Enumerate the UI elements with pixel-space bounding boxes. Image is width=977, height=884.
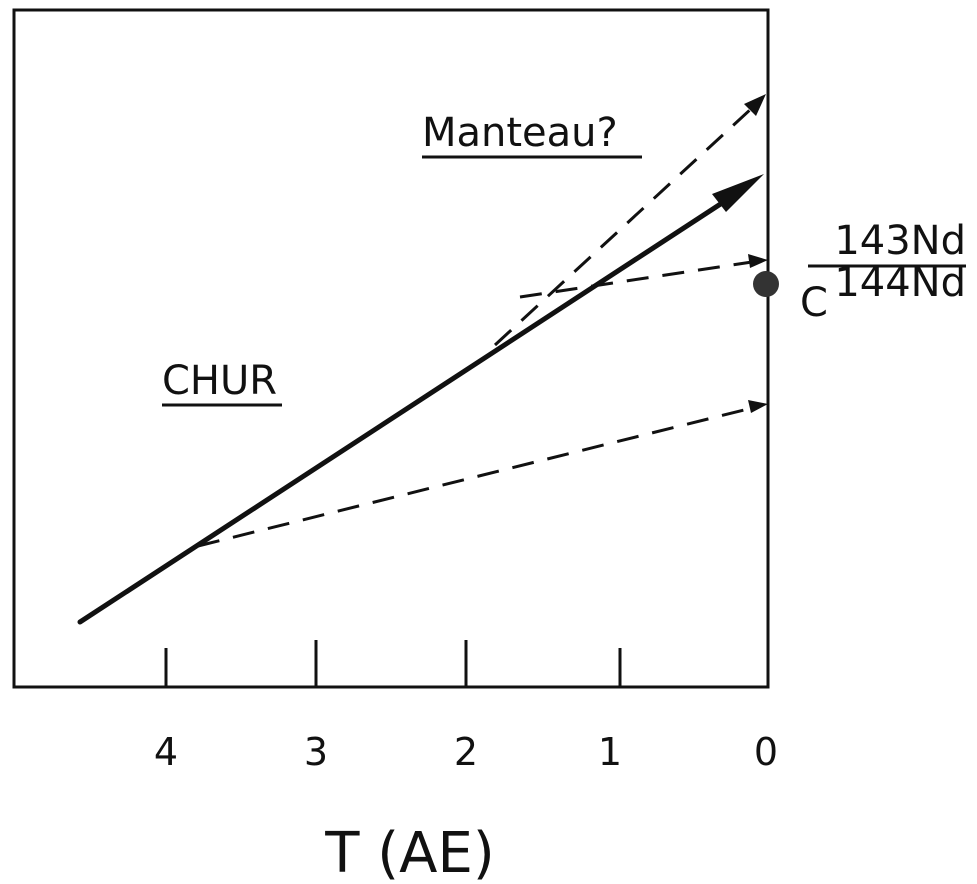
x-tick-label-2: 2 [454, 730, 478, 774]
dashed-line-lower [197, 406, 753, 548]
x-tick-label-3: 3 [304, 730, 328, 774]
ratio-prefix: C [800, 280, 828, 326]
chur-label: CHUR [162, 358, 277, 404]
arrow-head-lower [748, 400, 768, 413]
dashed-line-mantle [493, 106, 754, 347]
plot-frame [12, 8, 770, 689]
x-tick-label-1: 1 [598, 730, 622, 774]
chur-arrow-head [712, 174, 764, 212]
mantle-label: Manteau? [422, 110, 618, 156]
x-axis-title: T (AE) [324, 821, 494, 884]
arrow-head-mantle [744, 94, 766, 116]
x-tick-label-0: 0 [754, 730, 778, 774]
x-tick-label-4: 4 [154, 730, 178, 774]
chur-line [77, 187, 745, 625]
ratio-denominator: 144Nd [834, 260, 966, 306]
sample-dot [753, 271, 779, 297]
dashed-line-middle [519, 260, 753, 299]
ratio-numerator: 143Nd [834, 218, 966, 264]
arrow-head-middle [748, 254, 768, 268]
